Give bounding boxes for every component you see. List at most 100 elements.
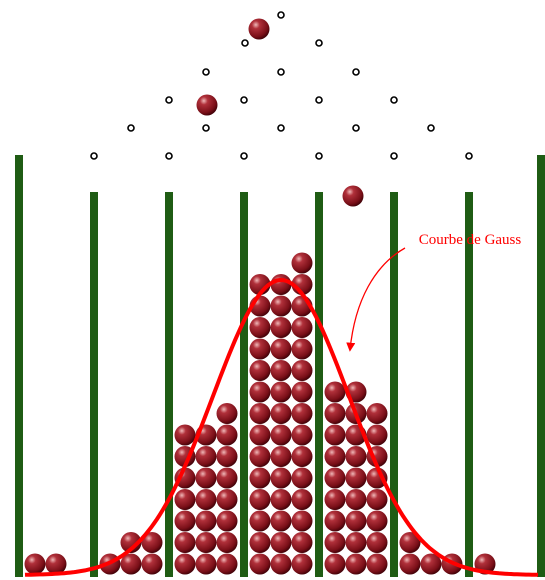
ball [291, 553, 313, 575]
ball [249, 553, 271, 575]
ball [270, 467, 292, 489]
ball [324, 532, 346, 553]
ball [366, 553, 388, 575]
ball [216, 467, 238, 489]
ball [291, 403, 313, 424]
ball [216, 446, 238, 467]
ball [270, 553, 292, 575]
ball [216, 424, 238, 446]
ball [291, 338, 313, 360]
separator [165, 192, 173, 577]
ball [270, 532, 292, 553]
separator [15, 155, 23, 577]
ball [270, 274, 292, 295]
ball [345, 553, 367, 575]
peg [277, 68, 285, 76]
peg [315, 96, 323, 104]
ball [345, 532, 367, 553]
ball [291, 360, 313, 381]
ball [324, 381, 346, 403]
peg [202, 68, 210, 76]
ball [324, 553, 346, 575]
annotation-label: Courbe de Gauss [419, 232, 522, 248]
ball [45, 553, 67, 575]
ball [399, 553, 421, 575]
ball [195, 489, 217, 510]
peg [202, 124, 210, 132]
ball [270, 295, 292, 317]
ball [196, 94, 218, 116]
ball [399, 532, 421, 553]
pegs [90, 11, 473, 160]
ball [324, 403, 346, 424]
ball [195, 446, 217, 467]
balls [24, 18, 496, 575]
ball [216, 489, 238, 510]
ball [174, 489, 196, 510]
ball [249, 381, 271, 403]
ball [345, 446, 367, 467]
separator [537, 155, 545, 577]
peg [277, 124, 285, 132]
ball [174, 467, 196, 489]
ball [249, 317, 271, 338]
ball [291, 317, 313, 338]
ball [120, 532, 142, 553]
peg [315, 39, 323, 47]
ball [270, 489, 292, 510]
ball [249, 446, 271, 467]
ball [345, 489, 367, 510]
peg [127, 124, 135, 132]
ball [270, 510, 292, 532]
ball [216, 403, 238, 424]
ball [291, 424, 313, 446]
peg [165, 96, 173, 104]
ball [174, 424, 196, 446]
ball [270, 338, 292, 360]
separator [465, 192, 473, 577]
ball [195, 510, 217, 532]
ball [195, 553, 217, 575]
ball [249, 510, 271, 532]
ball [366, 489, 388, 510]
ball [366, 510, 388, 532]
ball [366, 532, 388, 553]
ball [120, 553, 142, 575]
separator [315, 192, 323, 577]
ball [270, 446, 292, 467]
ball [291, 489, 313, 510]
ball [195, 467, 217, 489]
ball [249, 467, 271, 489]
ball [324, 446, 346, 467]
separator [390, 192, 398, 577]
separator [240, 192, 248, 577]
separators [15, 155, 545, 577]
ball [249, 489, 271, 510]
ball [342, 185, 364, 207]
separator [90, 192, 98, 577]
ball [195, 532, 217, 553]
ball [270, 381, 292, 403]
ball [174, 510, 196, 532]
ball [291, 446, 313, 467]
ball [420, 553, 442, 575]
peg [352, 124, 360, 132]
ball [270, 317, 292, 338]
ball [345, 510, 367, 532]
peg [277, 11, 285, 19]
ball [24, 553, 46, 575]
ball [324, 489, 346, 510]
peg [390, 152, 398, 160]
ball [291, 252, 313, 274]
ball [174, 553, 196, 575]
peg [240, 96, 248, 104]
ball [366, 403, 388, 424]
gauss-curve [24, 277, 539, 577]
ball [249, 424, 271, 446]
peg [165, 152, 173, 160]
peg [90, 152, 98, 160]
ball [345, 467, 367, 489]
ball [249, 403, 271, 424]
ball [216, 510, 238, 532]
